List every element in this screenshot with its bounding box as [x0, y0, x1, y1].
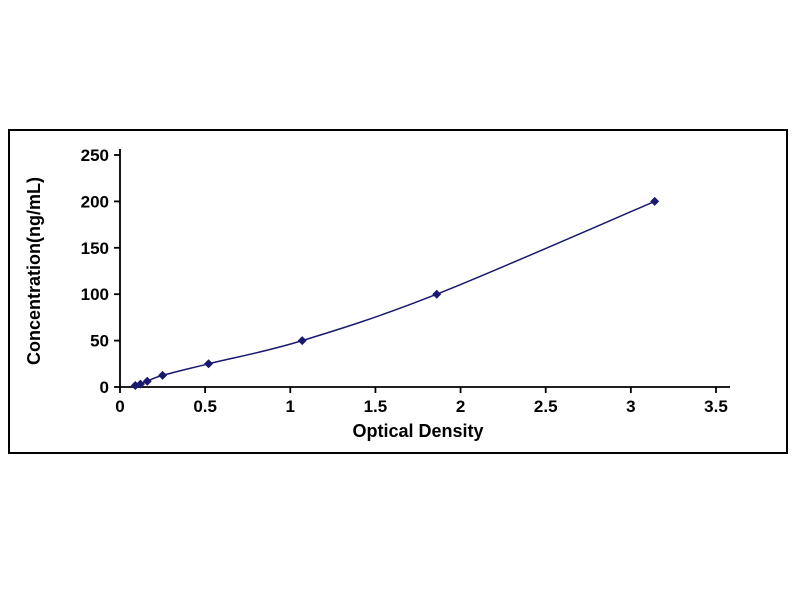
- data-point-marker: [142, 376, 152, 386]
- y-axis-tick-label: 50: [90, 332, 109, 351]
- data-point-marker: [432, 289, 442, 299]
- y-axis-tick-label: 0: [100, 378, 109, 397]
- x-axis-tick-label: 3: [626, 397, 635, 416]
- x-axis-tick-label: 2: [456, 397, 465, 416]
- y-axis-tick-label: 250: [81, 146, 109, 165]
- x-axis-title: Optical Density: [352, 421, 483, 441]
- x-axis-tick-label: 3.5: [704, 397, 728, 416]
- y-axis-tick-label: 100: [81, 285, 109, 304]
- data-point-marker: [297, 336, 307, 346]
- y-axis-tick-label: 150: [81, 239, 109, 258]
- data-point-marker: [130, 381, 140, 391]
- data-point-marker: [135, 379, 145, 389]
- standard-curve-chart: 0 0.5 1 1.5 2 2.5 3 3.5 0 50 100 150 200 250 Optical D…: [24, 146, 730, 441]
- chart-frame: 0 0.5 1 1.5 2 2.5 3 3.5 0 50 100 150 200 250 Optical D…: [8, 129, 788, 454]
- standard-curve-line: [135, 200, 655, 387]
- data-point-marker: [204, 359, 214, 369]
- x-axis-tick-label: 0.5: [193, 397, 217, 416]
- x-axis-tick-label: 0: [115, 397, 124, 416]
- y-axis-title: Concentration(ng/mL): [24, 177, 44, 365]
- x-axis-tick-label: 1.5: [364, 397, 388, 416]
- y-axis-tick-label: 200: [81, 192, 109, 211]
- data-point-marker: [650, 196, 660, 206]
- data-point-marker: [158, 370, 168, 380]
- x-axis-tick-label: 1: [286, 397, 295, 416]
- x-axis-tick-label: 2.5: [534, 397, 558, 416]
